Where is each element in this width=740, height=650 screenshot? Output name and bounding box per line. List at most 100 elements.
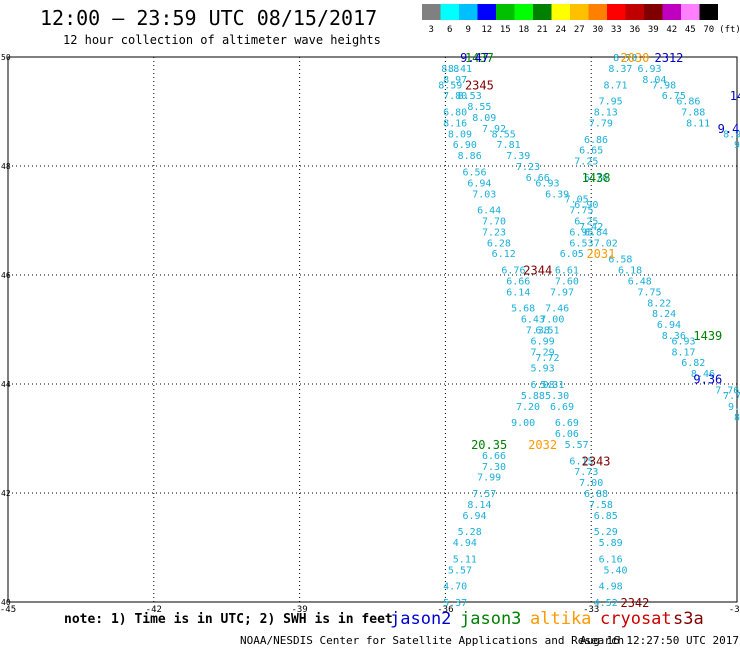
wave-height-value: 6.25 <box>574 217 598 228</box>
track-time-label: 2032 <box>528 438 557 452</box>
lon-tick-label: -30 <box>729 605 740 615</box>
wave-height-value: 8.36 <box>662 331 686 342</box>
wave-height-value: 7.72 <box>535 353 559 364</box>
colorbar-label: 15 <box>500 25 511 35</box>
wave-height-value: 6.90 <box>574 200 598 211</box>
colorbar-label: 12 <box>481 25 492 35</box>
wave-height-value: 6.94 <box>657 320 681 331</box>
lat-tick-label: 44 <box>1 380 11 389</box>
wave-height-value: 6.56 <box>463 167 487 178</box>
colorbar-label: 33 <box>611 25 622 35</box>
colorbar-label: 9 <box>466 25 471 35</box>
lat-tick-label: 46 <box>1 271 11 280</box>
wave-height-value: 6.61 <box>555 266 579 277</box>
wave-height-value: 7.38 <box>526 326 550 337</box>
wave-height-value: 7.46 <box>545 304 569 315</box>
wave-height-value: 7.42 <box>579 222 603 233</box>
track-time-label: 2342 <box>620 596 649 610</box>
wave-height-value: 6.69 <box>555 418 579 429</box>
lon-tick-label: -36 <box>437 605 453 615</box>
wave-height-value: 6.76 <box>501 266 525 277</box>
wave-height-value: 8.13 <box>594 108 618 119</box>
track-time-label: 1437 <box>465 51 494 65</box>
colorbar-label: 36 <box>629 25 640 35</box>
wave-height-value: 6.86 <box>676 97 700 108</box>
wave-height-value: 7.23 <box>516 162 540 173</box>
wave-height-value: 6.48 <box>628 276 652 287</box>
legend-jason2: jason2 <box>390 609 452 629</box>
track-time-label: 2343 <box>582 454 611 468</box>
lat-tick-label: 40 <box>1 598 11 607</box>
wave-height-value: 4.52 <box>594 598 618 609</box>
wave-height-value: 6.28 <box>487 238 511 249</box>
wave-height-value: 6.58 <box>608 255 632 266</box>
wave-height-value: 6.06 <box>555 429 579 440</box>
colorbar-swatch <box>551 4 570 20</box>
wave-height-value: 6.53 <box>569 238 593 249</box>
wave-height-value: 8.24 <box>652 309 676 320</box>
colorbar-label: 3 <box>429 25 434 35</box>
lon-tick-label: -45 <box>0 605 16 615</box>
track-time-label: 2031 <box>586 247 615 261</box>
wave-height-value: 7.75 <box>569 206 593 217</box>
wave-height-value: 6.16 <box>599 554 623 565</box>
wave-height-value: 5.11 <box>453 554 477 565</box>
wave-height-value: 6.75 <box>662 91 686 102</box>
wave-height-value: 9.00 <box>511 418 535 429</box>
lon-tick-label: -39 <box>291 605 307 615</box>
colorbar-label: 6 <box>447 25 452 35</box>
wave-height-value: 6.76 <box>584 173 608 184</box>
wave-height-value: 7.60 <box>555 276 579 287</box>
wave-height-value: 7.23 <box>482 227 506 238</box>
wave-height-value: 8.53 <box>458 91 482 102</box>
wave-height-value: 8.71 <box>603 80 627 91</box>
track-time-label: 2030 <box>620 51 649 65</box>
wave-height-value: 6.69 <box>550 402 574 413</box>
wave-height-value: 8.09 <box>472 113 496 124</box>
wave-height-value: 6.12 <box>492 249 516 260</box>
wave-height-value: 6.93 <box>535 178 559 189</box>
wave-height-value: 5.40 <box>603 565 627 576</box>
map-frame <box>7 56 738 603</box>
colorbar-label: (ft) <box>719 25 740 35</box>
wave-height-value: 8.14 <box>467 500 491 511</box>
wave-height-value: 6.39 <box>545 189 569 200</box>
track-time-label: 20.35 <box>471 438 507 452</box>
wave-height-value: 6.94 <box>467 178 491 189</box>
figure-subtitle: 12 hour collection of altimeter wave hei… <box>63 33 381 47</box>
wave-height-value: 6.18 <box>618 266 642 277</box>
wave-height-value: 6.99 <box>531 336 555 347</box>
wave-height-value: 8.59 <box>438 80 462 91</box>
wave-height-value: 4.94 <box>453 538 477 549</box>
wave-height-value: 8.11 <box>686 118 710 129</box>
lon-tick-label: -33 <box>583 605 599 615</box>
colorbar-swatch <box>644 4 663 20</box>
wave-height-value: 7.98 <box>652 80 676 91</box>
colorbar-swatch <box>570 4 589 20</box>
wave-height-value: 6.65 <box>579 146 603 157</box>
footer-credit: NOAA/NESDIS Center for Satellite Applica… <box>240 634 625 647</box>
wave-height-value: 7.03 <box>472 189 496 200</box>
wave-height-value: 8.46 <box>691 369 715 380</box>
wave-height-value: 5.93 <box>531 364 555 375</box>
track-time-label: 9.36 <box>693 373 722 387</box>
wave-height-value: 6.08 <box>531 380 555 391</box>
track-time-label: 9.47 <box>460 51 489 65</box>
lat-tick-label: 48 <box>1 162 11 171</box>
track-time-label: 9.48 <box>718 122 740 136</box>
colorbar-swatch <box>607 4 626 20</box>
wave-height-value: 8.97 <box>443 75 467 86</box>
wave-height-value: 6.90 <box>453 140 477 151</box>
wave-height-value: 8.09 <box>448 129 472 140</box>
wave-height-value: 8 <box>734 413 740 424</box>
wave-height-value: 7.88 <box>681 108 705 119</box>
swh-colorbar: 3 6 9 12 15 18 21 24 27 30 33 36 39 42 45 70 (ft) <box>422 4 740 35</box>
wave-height-value: 5.31 <box>540 380 564 391</box>
colorbar-swatch <box>477 4 496 20</box>
wave-height-value: 9.2 <box>728 402 740 413</box>
wave-height-value: 7.99 <box>477 473 501 484</box>
wave-height-value: 7.75 <box>637 287 661 298</box>
wave-height-value: 7.80 <box>443 91 467 102</box>
wave-height-value: 5.68 <box>511 304 535 315</box>
wave-height-value: 7.39 <box>506 151 530 162</box>
